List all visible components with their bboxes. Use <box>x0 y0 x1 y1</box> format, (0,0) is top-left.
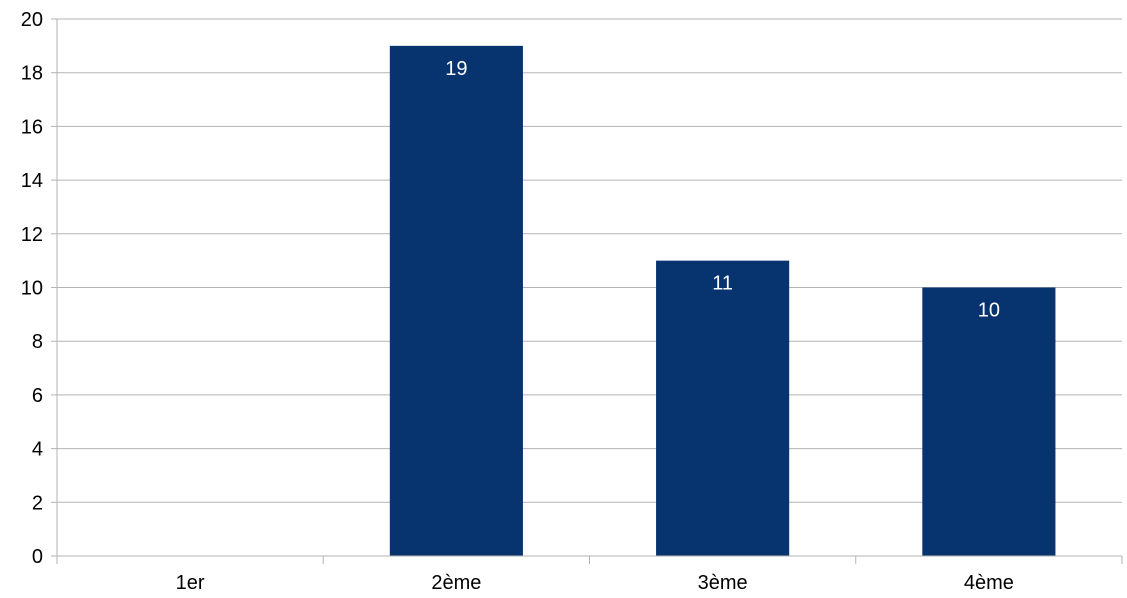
bar-4 <box>922 287 1056 556</box>
y-tick-label: 16 <box>21 116 43 138</box>
bars <box>389 45 1056 556</box>
y-tick-label: 4 <box>32 439 43 461</box>
y-tick-label: 8 <box>32 331 43 353</box>
grid-lines <box>57 18 1122 557</box>
bar-2 <box>389 45 523 556</box>
y-tick-label: 10 <box>21 278 43 300</box>
y-tick-label: 18 <box>21 63 43 85</box>
y-tick-label: 2 <box>32 492 43 514</box>
y-tick-label: 20 <box>21 9 43 31</box>
data-label: 11 <box>712 273 733 295</box>
bar-3 <box>656 260 790 556</box>
y-tick-label: 0 <box>32 546 43 568</box>
x-tick-label: 4ème <box>964 572 1014 594</box>
y-tick-label: 6 <box>32 385 43 407</box>
x-tick-label: 1er <box>176 572 205 594</box>
y-tick-label: 12 <box>21 224 43 246</box>
axes <box>51 18 1123 564</box>
x-tick-label: 2ème <box>431 572 481 594</box>
x-tick-label: 3ème <box>698 572 748 594</box>
y-tick-label: 14 <box>21 170 43 192</box>
labels: 0 2 4 6 8 10 12 14 16 18 20 1er 19 2ème 11 3ème 10 4ème <box>21 9 1014 594</box>
data-label: 10 <box>978 300 1000 322</box>
data-label: 19 <box>445 58 467 80</box>
